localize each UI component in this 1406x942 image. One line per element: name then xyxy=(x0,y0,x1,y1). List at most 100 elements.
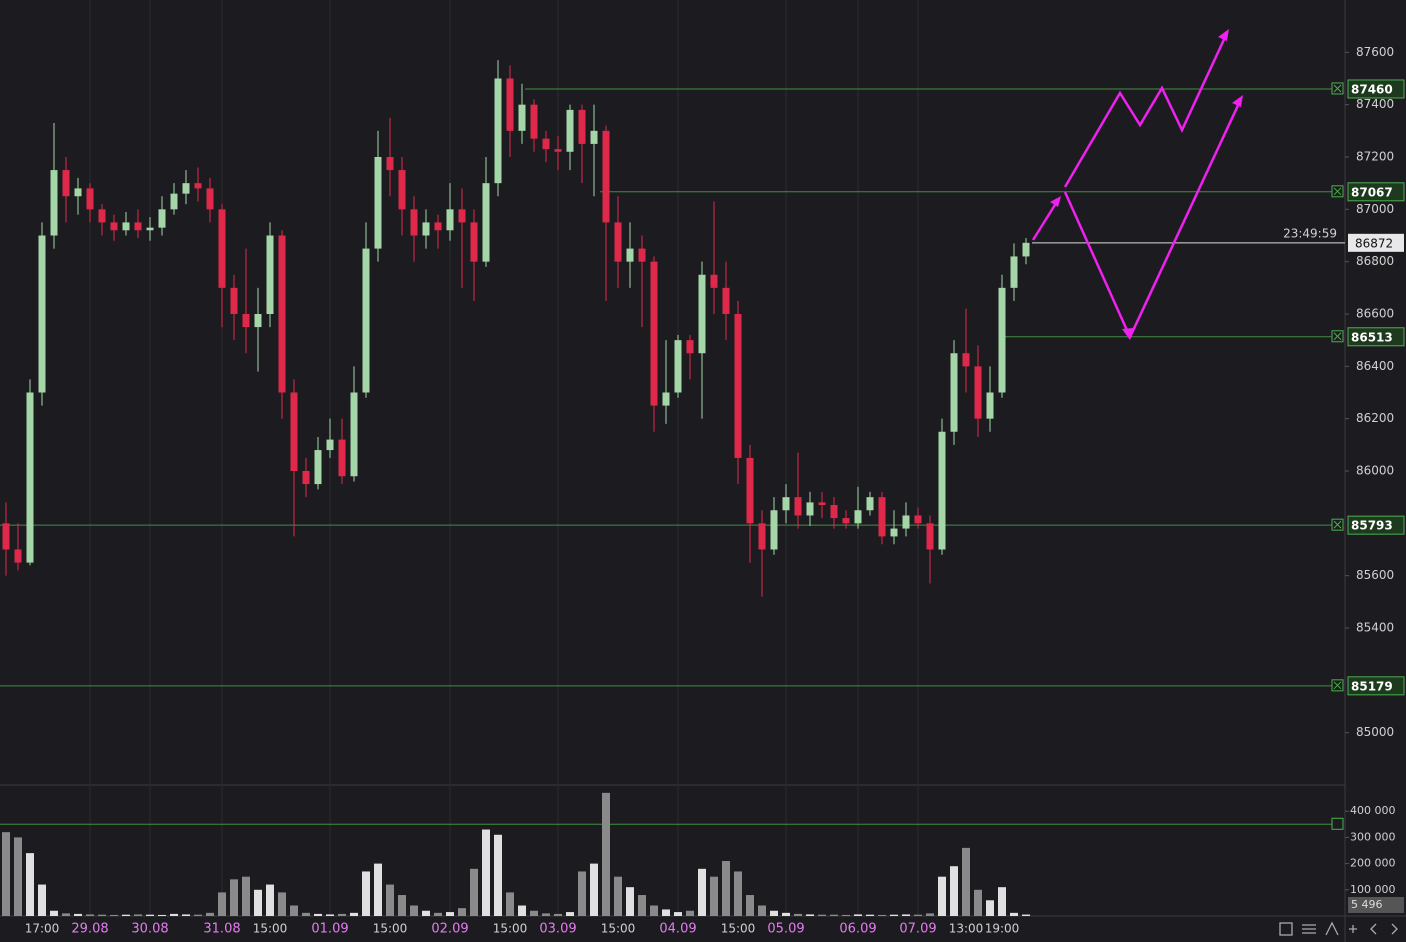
volume-bar xyxy=(206,912,214,916)
candle-body xyxy=(266,235,274,314)
candle-body xyxy=(758,523,766,550)
scroll-left[interactable] xyxy=(1370,923,1377,935)
candle-body xyxy=(290,392,298,471)
candle-body xyxy=(542,138,550,150)
x-tick-label: 29.08 xyxy=(71,922,108,937)
volume-bar xyxy=(506,892,514,916)
volume-bar xyxy=(26,853,34,916)
volume-bar xyxy=(218,892,226,916)
countdown: 23:49:59 xyxy=(1283,226,1337,240)
candle-body xyxy=(302,471,310,485)
volume-bar xyxy=(518,905,526,916)
x-tick-label: 07.09 xyxy=(899,922,936,937)
candle-body xyxy=(422,222,430,236)
candle-body xyxy=(278,235,286,393)
candle-body xyxy=(830,505,838,519)
volume-bar xyxy=(446,912,454,916)
candle-body xyxy=(626,248,634,262)
candle-body xyxy=(14,549,22,563)
volume-bar xyxy=(2,832,10,916)
volume-tick-label: 200 000 xyxy=(1350,857,1396,870)
candle-body xyxy=(674,340,682,393)
x-tick-label: 15:00 xyxy=(493,922,528,936)
level-label: 87460 xyxy=(1351,82,1393,96)
arrowhead xyxy=(1122,328,1133,340)
y-tick-label: 87000 xyxy=(1356,202,1394,216)
volume-bar xyxy=(362,871,370,916)
x-tick-label: 04.09 xyxy=(659,922,696,937)
scroll-right[interactable] xyxy=(1391,923,1398,935)
scale-icon[interactable] xyxy=(1325,921,1339,936)
x-tick-label: 01.09 xyxy=(311,922,348,937)
candle-body xyxy=(254,314,262,328)
candle-body xyxy=(134,222,142,231)
volume-bar xyxy=(386,884,394,916)
volume-bar xyxy=(950,866,958,916)
x-tick-label: 13:00 xyxy=(949,922,984,936)
volume-bar xyxy=(314,913,322,916)
level-close-icon xyxy=(1331,330,1344,343)
volume-bar xyxy=(662,909,670,916)
candle-body xyxy=(998,287,1006,393)
plot xyxy=(0,0,1345,916)
candle-body xyxy=(242,314,250,328)
level-close-icon xyxy=(1331,185,1344,198)
volume-bar xyxy=(86,914,94,916)
candle-body xyxy=(50,170,58,236)
candle-body xyxy=(314,450,322,485)
level-close-icon xyxy=(1331,518,1344,531)
volume-bar xyxy=(134,914,142,916)
volume-bar xyxy=(650,905,658,916)
candle-body xyxy=(86,188,94,210)
volume-bar xyxy=(710,876,718,916)
volume-bar xyxy=(866,914,874,916)
volume-bar xyxy=(110,914,118,916)
level-close-icon xyxy=(1333,332,1342,341)
candle-body xyxy=(878,497,886,537)
volume-bar xyxy=(542,913,550,916)
candle-body xyxy=(698,274,706,354)
level-close-icon xyxy=(1333,187,1342,196)
volume-bar xyxy=(602,792,610,916)
candle-body xyxy=(410,209,418,236)
candle-body xyxy=(62,170,70,197)
price-label-box xyxy=(1348,233,1404,252)
volume-bar xyxy=(170,913,178,916)
candle-body xyxy=(782,497,790,511)
volume-bar xyxy=(1010,912,1018,916)
volume-bar xyxy=(782,912,790,916)
volume-bar xyxy=(722,860,730,916)
candle-body xyxy=(614,222,622,262)
candle-body xyxy=(1010,256,1018,288)
toolbar-icons[interactable] xyxy=(1279,921,1398,936)
volume-bar xyxy=(122,914,130,916)
candle-body xyxy=(746,457,754,524)
candle-body xyxy=(26,392,34,563)
level-close-icon xyxy=(1331,817,1344,830)
candle-body xyxy=(938,431,946,550)
x-tick-label: 31.08 xyxy=(203,922,240,937)
volume-bar xyxy=(374,863,382,916)
level-close-icon xyxy=(1333,520,1342,529)
candle-body xyxy=(974,366,982,419)
candle-body xyxy=(74,188,82,197)
volume-bar xyxy=(806,914,814,916)
candle-body xyxy=(230,287,238,314)
candle-body xyxy=(902,515,910,529)
volume-bar xyxy=(998,887,1006,916)
volume-bar xyxy=(230,879,238,916)
candle-body xyxy=(986,392,994,419)
volume-bar xyxy=(1022,914,1030,916)
x-tick-label: 05.09 xyxy=(767,922,804,937)
candle-body xyxy=(1022,242,1030,257)
fullscreen-icon[interactable] xyxy=(1279,922,1293,936)
volume-bar xyxy=(614,876,622,916)
volume-bar xyxy=(434,912,442,916)
settings-icon[interactable] xyxy=(1302,924,1316,934)
zoom-icon[interactable] xyxy=(1349,925,1357,933)
x-tick-label: 15:00 xyxy=(721,922,756,936)
level-close-icon xyxy=(1331,679,1344,692)
candle-body xyxy=(158,209,166,228)
level-label: 85793 xyxy=(1351,519,1393,533)
